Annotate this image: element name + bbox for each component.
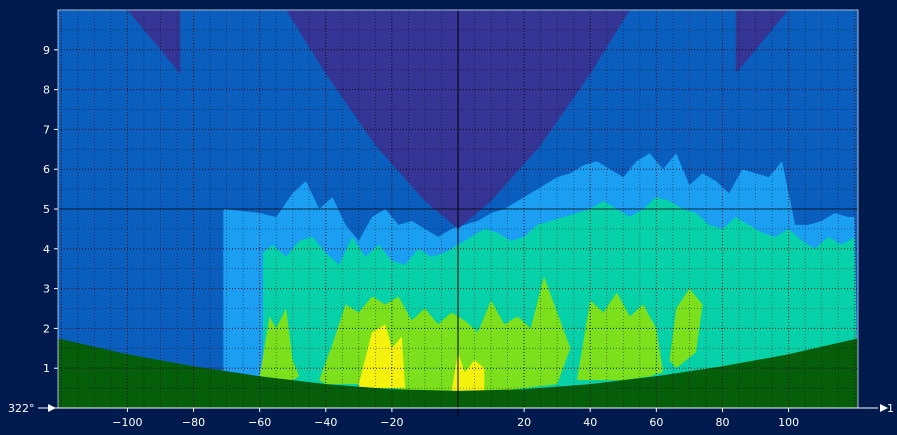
left-arrow-icon: [48, 404, 56, 412]
y-tick-label: 7: [43, 123, 50, 136]
x-tick-label: 100: [778, 416, 799, 429]
x-tick-label: −40: [314, 416, 337, 429]
x-tick-label: −60: [248, 416, 271, 429]
y-tick-label: 9: [43, 44, 50, 57]
level-5-blob-1: [358, 324, 406, 389]
y-tick-label: 4: [43, 243, 50, 256]
right-arrow-icon: [880, 404, 888, 412]
x-tick-label: −80: [182, 416, 205, 429]
grid-lines: [58, 10, 858, 416]
y-tick-label: 6: [43, 163, 50, 176]
y-tick-label: 1: [43, 362, 50, 375]
right-corner-label: 1: [887, 402, 894, 415]
y-tick-label: 8: [43, 84, 50, 97]
x-tick-label: −20: [380, 416, 403, 429]
x-tick-label: 80: [715, 416, 729, 429]
no-data-right-wedge: [735, 10, 789, 74]
x-tick-label: 40: [583, 416, 597, 429]
y-tick-label: 3: [43, 283, 50, 296]
x-tick-label: 60: [649, 416, 663, 429]
x-tick-label: 20: [517, 416, 531, 429]
ground-region: [58, 338, 858, 408]
y-tick-label: 2: [43, 322, 50, 335]
level-4-blob-3: [577, 292, 663, 381]
level-4-blob-1: [259, 308, 300, 381]
tick-labels: −100 −80 −60 −40 −20 20 40 60 80 100 1 2 3 4 5 6 7 8 9: [43, 44, 799, 429]
x-tick-label: −100: [112, 416, 142, 429]
level-5-blob-2: [451, 352, 485, 393]
y-tick-label: 5: [43, 203, 50, 216]
no-data-left-wedge: [127, 10, 181, 74]
left-corner-label: 322°: [8, 402, 35, 415]
